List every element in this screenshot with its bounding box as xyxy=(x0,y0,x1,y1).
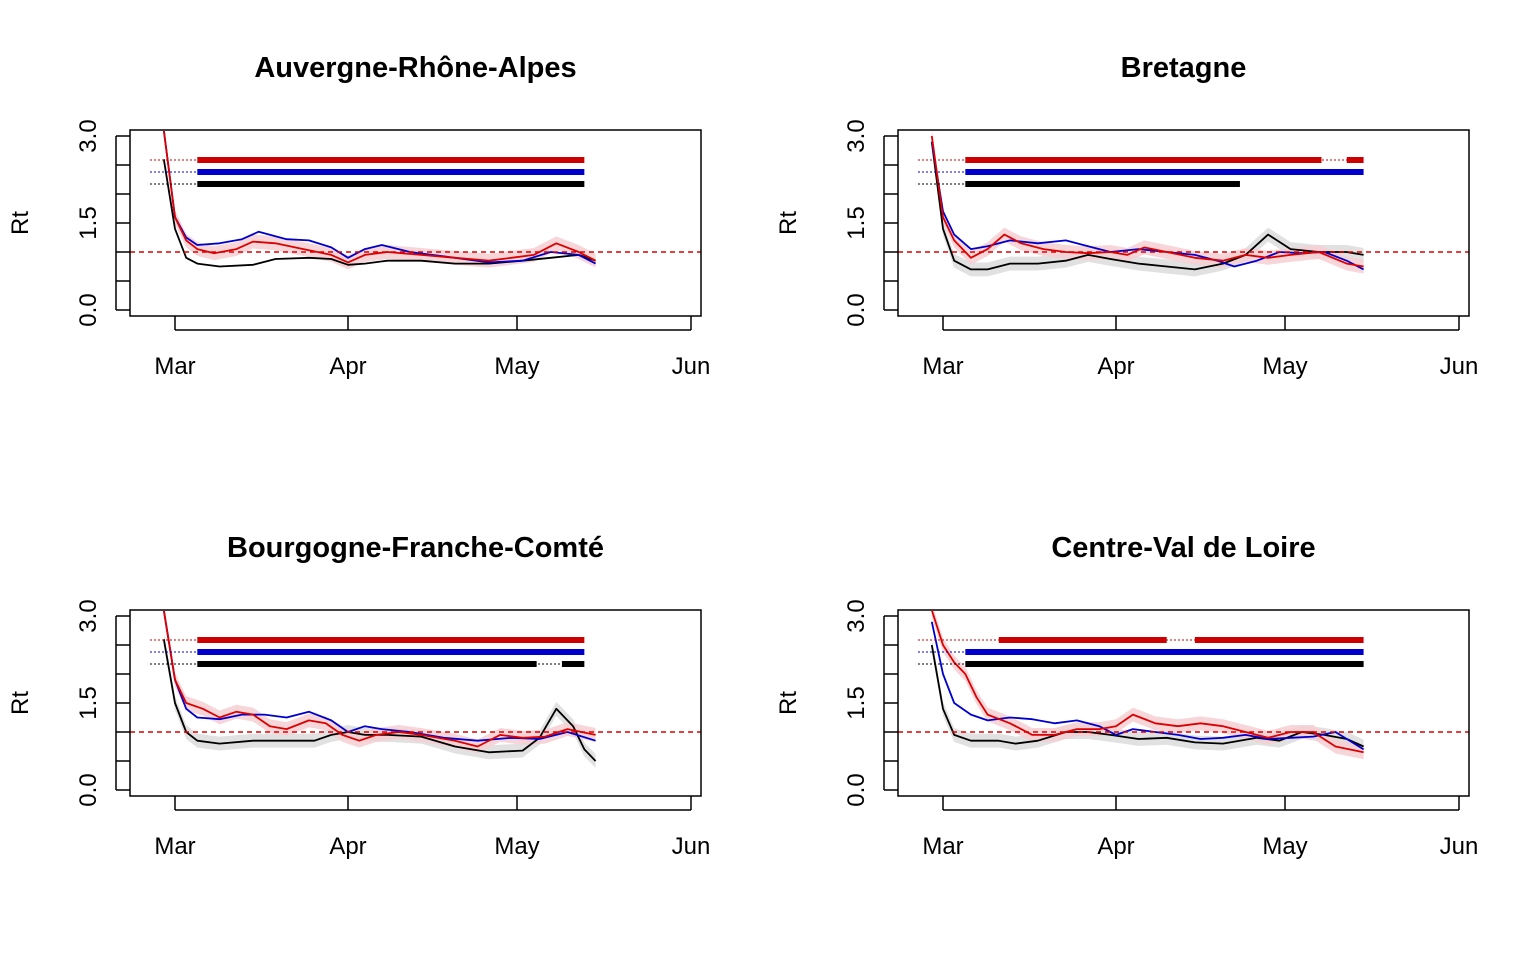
y-tick-label: 1.5 xyxy=(843,686,870,719)
x-tick-label: Jun xyxy=(1440,833,1479,860)
y-tick-label: 3.0 xyxy=(75,599,102,632)
x-tick-label: May xyxy=(494,833,539,860)
series-ci-band xyxy=(163,632,596,768)
y-tick-label: 0.0 xyxy=(843,773,870,806)
y-tick-label: 0.0 xyxy=(843,293,870,326)
y-tick-label: 0.0 xyxy=(75,293,102,326)
series-line xyxy=(930,135,1364,268)
plot-area xyxy=(162,611,597,768)
x-tick-label: Jun xyxy=(672,353,711,380)
chart-title: Auvergne-Rhône-Alpes xyxy=(254,52,576,84)
x-tick-label: May xyxy=(494,353,539,380)
x-tick-label: Jun xyxy=(672,833,711,860)
y-tick-label: 1.5 xyxy=(843,206,870,239)
series-line xyxy=(930,644,1364,748)
x-tick-label: May xyxy=(1262,353,1307,380)
plot-area xyxy=(930,131,1365,277)
x-tick-label: Apr xyxy=(1097,833,1134,860)
chart-title: Bretagne xyxy=(1121,52,1247,84)
series-line xyxy=(163,611,596,742)
y-tick-label: 3.0 xyxy=(75,119,102,152)
x-tick-label: Mar xyxy=(922,353,963,380)
chart-panel: Auvergne-Rhône-Alpes Rt Mar Apr May Jun 0.0 1.5… xyxy=(7,52,710,380)
y-tick-label: 1.5 xyxy=(75,686,102,719)
chart-panel: Bourgogne-Franche-Comté Rt Mar Apr May Jun 0.0… xyxy=(7,532,710,860)
chart-panel: Centre-Val de Loire Rt Mar Apr May Jun 0.0 1.5 3… xyxy=(775,532,1478,860)
y-axis-label: Rt xyxy=(7,211,34,235)
y-tick-label: 3.0 xyxy=(843,599,870,632)
y-tick-label: 0.0 xyxy=(75,773,102,806)
chart-panel: Bretagne Rt Mar Apr May Jun 0.0 1.5 3.0 xyxy=(775,52,1478,380)
series-ci-band xyxy=(931,131,1364,274)
series-line xyxy=(931,611,1364,754)
x-tick-label: Mar xyxy=(922,833,963,860)
series-ci-band xyxy=(163,611,596,754)
series-ci-band xyxy=(163,131,596,270)
series-ci-band xyxy=(931,134,1364,277)
x-tick-label: May xyxy=(1262,833,1307,860)
chart-title: Bourgogne-Franche-Comté xyxy=(227,532,604,564)
y-tick-label: 3.0 xyxy=(843,119,870,152)
x-tick-label: Mar xyxy=(154,353,195,380)
series-line xyxy=(930,141,1364,271)
x-tick-label: Apr xyxy=(1097,353,1134,380)
y-axis-label: Rt xyxy=(775,691,802,715)
series-line xyxy=(163,611,596,748)
x-tick-label: Jun xyxy=(1440,353,1479,380)
series-ci-band xyxy=(931,638,1364,754)
chart-title: Centre-Val de Loire xyxy=(1051,532,1315,564)
plot-area xyxy=(930,611,1365,760)
y-tick-label: 1.5 xyxy=(75,206,102,239)
series-line xyxy=(162,131,597,264)
x-tick-label: Apr xyxy=(329,353,366,380)
y-axis-label: Rt xyxy=(7,691,34,715)
y-axis-label: Rt xyxy=(775,211,802,235)
plot-area xyxy=(162,131,597,270)
x-tick-label: Apr xyxy=(329,833,366,860)
x-tick-label: Mar xyxy=(154,833,195,860)
series-line xyxy=(162,639,597,762)
